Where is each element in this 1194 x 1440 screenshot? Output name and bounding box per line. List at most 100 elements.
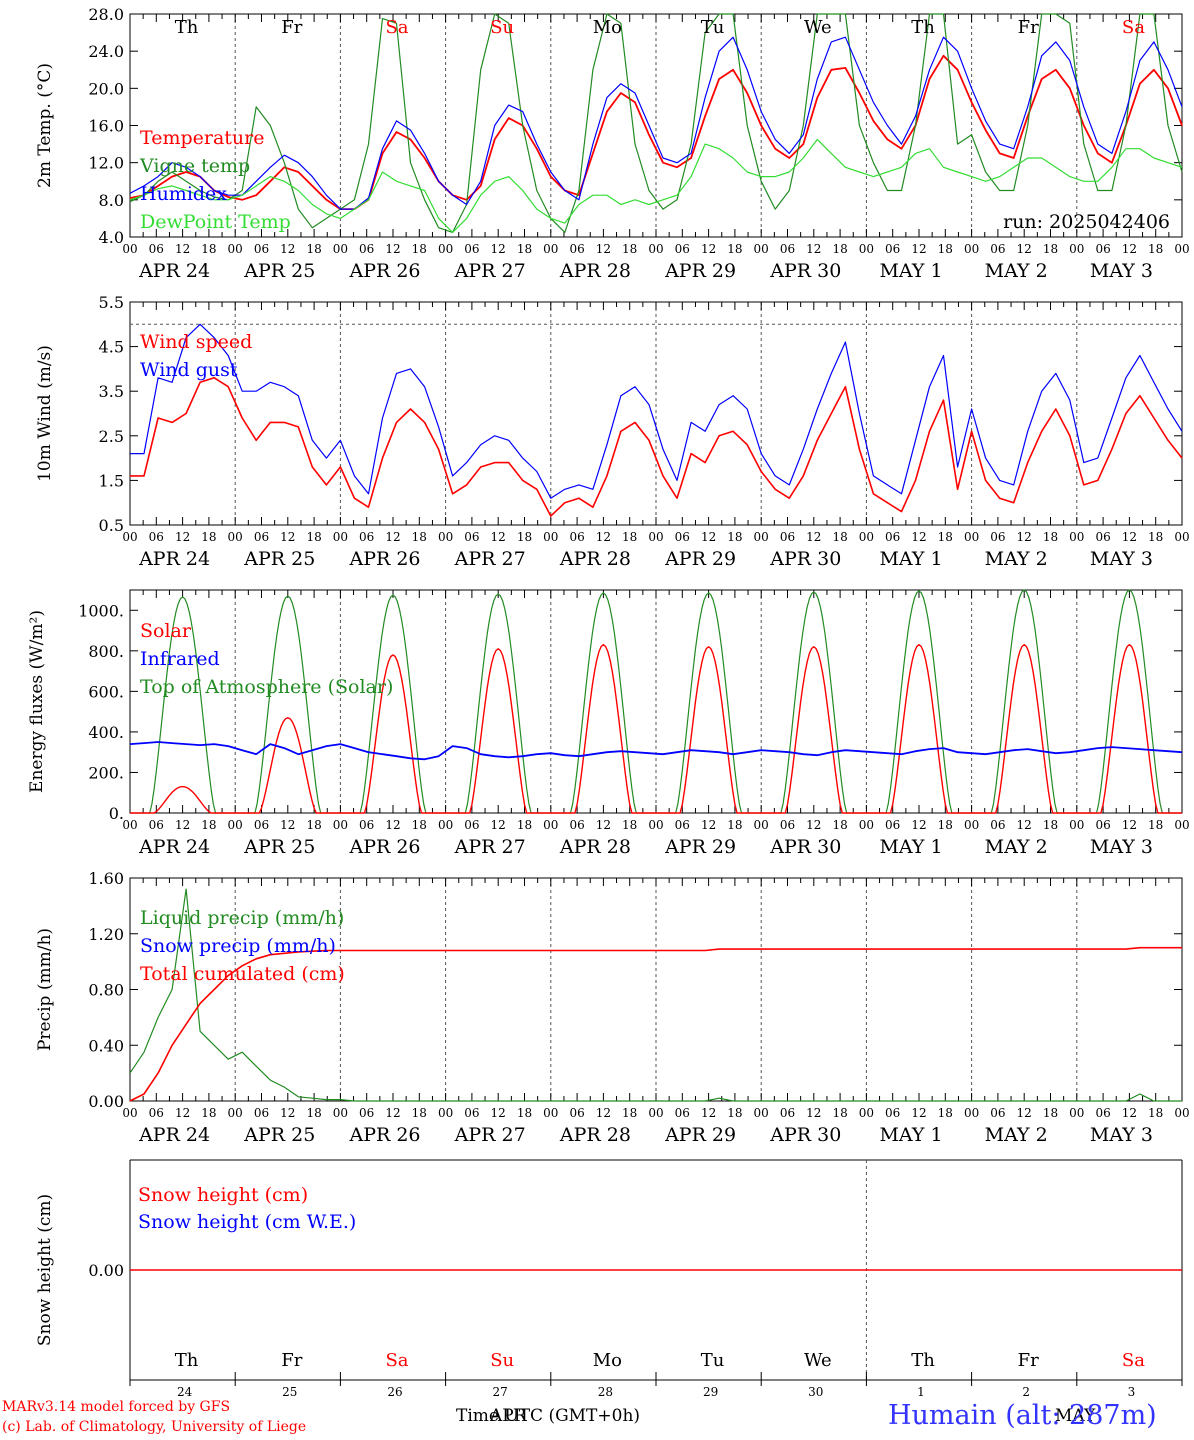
panel-1-hour-label: 06 <box>569 242 584 256</box>
panel-4-hour-label: 00 <box>122 1106 137 1120</box>
panel-2-hour-label: 18 <box>938 530 953 544</box>
panel-4-date-label: MAY 2 <box>985 1124 1048 1146</box>
panel-1-y-tick-label: 12.0 <box>88 154 124 173</box>
temp-series-red <box>129 54 1183 211</box>
flux-series-toa <box>130 589 1182 814</box>
panel-2-hour-label: 18 <box>1043 530 1058 544</box>
panel-1-hour-label: 00 <box>122 242 137 256</box>
panel-3-legend-green: Top of Atmosphere (Solar) <box>140 676 393 698</box>
panel-1-hour-label: 00 <box>859 242 874 256</box>
panel-2-hour-label: 18 <box>622 530 637 544</box>
panel-2-y-tick-label: 0.5 <box>99 516 124 535</box>
temp-series-blue <box>129 36 1183 210</box>
panel-2-hour-label: 00 <box>1174 530 1189 544</box>
panel-4-legend-green: Liquid precip (mm/h) <box>140 907 344 929</box>
panel-3-date-label: APR 29 <box>664 836 736 858</box>
panel-3-y-tick-label: 0. <box>109 804 124 823</box>
panel-1-hour-label: 00 <box>754 242 769 256</box>
panel-4-hour-label: 00 <box>648 1106 663 1120</box>
panel-3-hour-label: 12 <box>175 818 190 832</box>
panel-3-hour-label: 12 <box>280 818 295 832</box>
panel-4-hour-label: 12 <box>806 1106 821 1120</box>
panel-3-hour-label: 06 <box>1095 818 1110 832</box>
panel-3-hour-label: 06 <box>464 818 479 832</box>
panel-1-hour-label: 06 <box>990 242 1005 256</box>
panel-4-date-label: APR 29 <box>664 1124 736 1146</box>
panel-4-hour-label: 12 <box>1017 1106 1032 1120</box>
panel-4-hour-label: 06 <box>569 1106 584 1120</box>
wind-series-blue <box>130 323 1183 499</box>
panel-1-hour-label: 06 <box>254 242 269 256</box>
panel-1-hour-label: 00 <box>438 242 453 256</box>
panel-2-hour-label: 18 <box>727 530 742 544</box>
panel-2-hour-label: 06 <box>464 530 479 544</box>
panel-2-hour-label: 12 <box>280 530 295 544</box>
panel-2-hour-label: 06 <box>780 530 795 544</box>
panel-1-hour-label: 06 <box>359 242 374 256</box>
panel-1-hour-label: 18 <box>412 242 427 256</box>
panel-2-hour-label: 18 <box>1148 530 1163 544</box>
panel-5-weekday-label: Sa <box>1122 1350 1145 1371</box>
panel-2-legend-red: Wind speed <box>140 331 252 353</box>
panel-5-day-number: 24 <box>177 1385 193 1399</box>
panel-3-date-label: MAY 1 <box>879 836 942 858</box>
panel-3-hour-label: 18 <box>1148 818 1163 832</box>
panel-1-hour-label: 12 <box>596 242 611 256</box>
panel-3-hour-label: 06 <box>149 818 164 832</box>
panel-1-hour-label: 18 <box>622 242 637 256</box>
panel-1-hour-label: 12 <box>280 242 295 256</box>
panel-1-y-tick-label: 24.0 <box>88 42 124 61</box>
month-label-apr: APR <box>490 1406 527 1426</box>
panel-2-hour-label: 00 <box>438 530 453 544</box>
panel-5-y-tick-label: 0.00 <box>88 1261 124 1280</box>
panel-3-hour-label: 12 <box>911 818 926 832</box>
panel-1-date-label: APR 24 <box>138 260 210 282</box>
panel-5-weekday-label: Su <box>490 1350 514 1371</box>
panel-1-legend-green: Vigne temp <box>139 155 250 177</box>
panel-4-hour-label: 06 <box>675 1106 690 1120</box>
panel-5-day-number: 27 <box>493 1385 508 1399</box>
panel-1-date-label: APR 25 <box>243 260 315 282</box>
panel-1-hour-label: 12 <box>806 242 821 256</box>
panel-1-weekday-label: Su <box>490 17 514 38</box>
panel-3-hour-label: 18 <box>938 818 953 832</box>
panel-2-hour-label: 00 <box>122 530 137 544</box>
panel-4-hour-label: 00 <box>754 1106 769 1120</box>
panel-5-legend-red: Snow height (cm) <box>138 1184 308 1206</box>
model-credit: MARv3.14 model forced by GFS <box>2 1399 231 1415</box>
panel-4-hour-label: 00 <box>859 1106 874 1120</box>
panel-4-hour-label: 06 <box>990 1106 1005 1120</box>
panel-2-hour-label: 18 <box>412 530 427 544</box>
panel-2-hour-label: 00 <box>1069 530 1084 544</box>
panel-3-hour-label: 18 <box>412 818 427 832</box>
panel-4-hour-label: 12 <box>175 1106 190 1120</box>
panel-3-hour-label: 18 <box>622 818 637 832</box>
panel-4-hour-label: 06 <box>149 1106 164 1120</box>
panel-3-date-label: APR 26 <box>348 836 420 858</box>
panel-4-hour-label: 18 <box>201 1106 216 1120</box>
panel-1-hour-label: 18 <box>201 242 216 256</box>
panel-1-hour-label: 12 <box>175 242 190 256</box>
panel-4-date-label: APR 28 <box>559 1124 631 1146</box>
panel-2-hour-label: 18 <box>201 530 216 544</box>
panel-3-hour-label: 00 <box>1174 818 1189 832</box>
panel-3-hour-label: 18 <box>306 818 321 832</box>
panel-3-hour-label: 18 <box>1043 818 1058 832</box>
panel-2-y-tick-label: 1.5 <box>99 471 124 490</box>
panel-2-hour-label: 06 <box>675 530 690 544</box>
panel-3-hour-label: 06 <box>569 818 584 832</box>
panel-2-hour-label: 00 <box>228 530 243 544</box>
panel-2-date-label: APR 25 <box>243 548 315 570</box>
panel-4-legend-red: Total cumulated (cm) <box>140 963 345 985</box>
panel-3-hour-label: 06 <box>990 818 1005 832</box>
panel-1-weekday-label: Fr <box>281 17 302 38</box>
panel-2-y-tick-label: 2.5 <box>99 427 124 446</box>
panel-3-hour-label: 00 <box>859 818 874 832</box>
panel-2-legend-blue: Wind gust <box>140 359 238 381</box>
panel-3-date-label: MAY 3 <box>1090 836 1153 858</box>
panel-1-date-label: APR 28 <box>559 260 631 282</box>
panel-2-y-tick-label: 5.5 <box>99 293 124 312</box>
panel-1-hour-label: 12 <box>911 242 926 256</box>
precip-series-red <box>129 946 1182 1102</box>
panel-5-weekday-label: Mo <box>593 1350 622 1371</box>
